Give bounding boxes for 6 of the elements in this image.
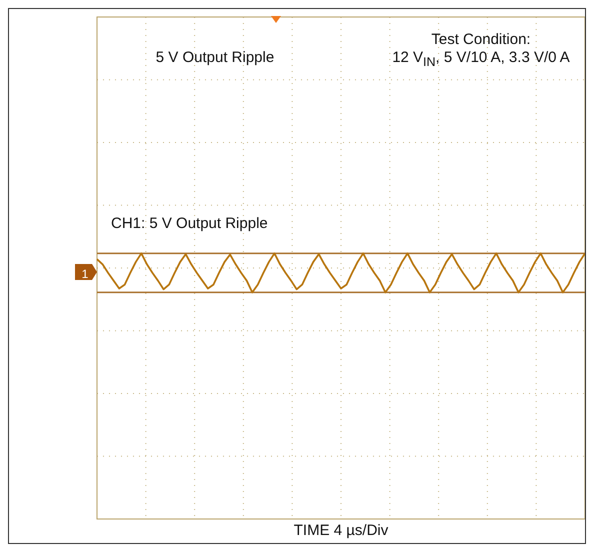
text: 5 V Output Ripple bbox=[154, 49, 276, 66]
text: Test Condition: bbox=[430, 31, 532, 48]
text: 12 V$_{IN}$, 5 V/10 A, 3.3 V/0 A bbox=[391, 49, 571, 71]
text: TIME 4 µs/Div bbox=[292, 522, 390, 539]
text: CH1: 5 V Output Ripple bbox=[111, 215, 269, 232]
text: 1 bbox=[80, 266, 90, 283]
